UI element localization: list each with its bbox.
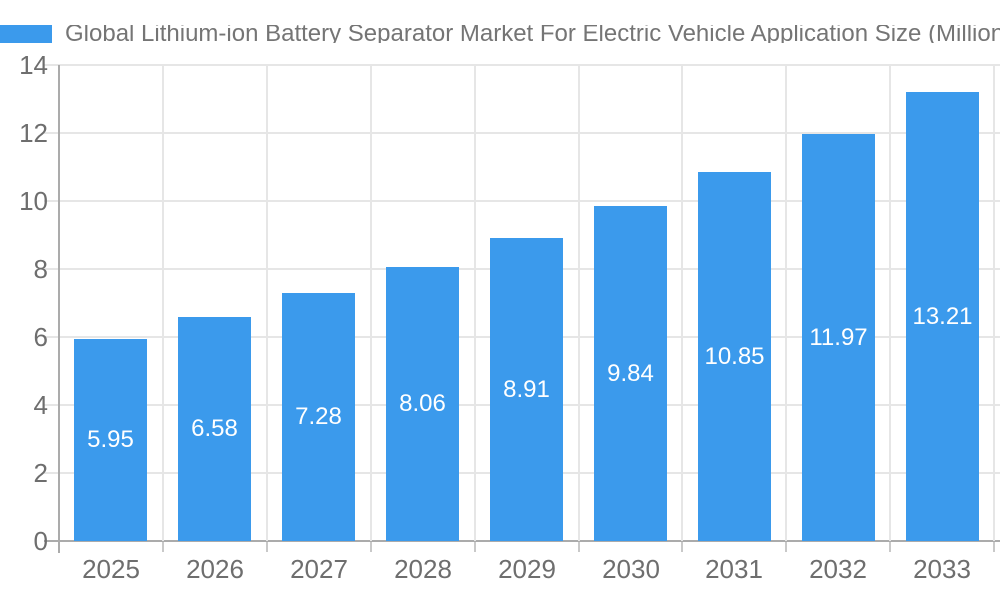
- bar-2025[interactable]: [74, 339, 147, 541]
- y-tick-6: [44, 336, 59, 338]
- x-axis-label-2033: 2033: [913, 554, 971, 584]
- x-tick: [162, 542, 164, 552]
- legend-label: Global Lithium-ion Battery Separator Mar…: [65, 25, 1000, 43]
- bar-value-label: 8.06: [399, 390, 446, 417]
- bar-2033[interactable]: [906, 92, 979, 541]
- x-axis-label-2031: 2031: [705, 554, 763, 584]
- x-axis-label-2028: 2028: [394, 554, 452, 584]
- gridline-x: [993, 65, 995, 541]
- gridline-x: [266, 65, 268, 541]
- x-tick: [785, 542, 787, 552]
- x-tick: [578, 542, 580, 552]
- gridline-x: [785, 65, 787, 541]
- x-axis-label-2030: 2030: [602, 554, 660, 584]
- y-axis-label: 10: [19, 186, 48, 216]
- y-axis-label: 8: [33, 254, 48, 284]
- x-axis-label-2027: 2027: [290, 554, 348, 584]
- y-axis-line: [58, 65, 60, 553]
- bar-2026[interactable]: [178, 317, 251, 541]
- x-tick: [993, 542, 995, 552]
- gridline-x: [578, 65, 580, 541]
- x-tick: [474, 542, 476, 552]
- y-tick-10: [44, 200, 59, 202]
- bar-value-label: 13.21: [912, 303, 973, 330]
- bar-2027[interactable]: [282, 293, 355, 541]
- bar-value-label: 11.97: [809, 324, 868, 351]
- x-tick: [681, 542, 683, 552]
- gridline-y-0: [59, 540, 1000, 542]
- bar-value-label: 5.95: [87, 426, 134, 453]
- y-axis-label: 4: [33, 390, 48, 420]
- bar-value-label: 6.58: [191, 415, 238, 442]
- bar-value-label: 10.85: [704, 343, 765, 370]
- gridline-x: [162, 65, 164, 541]
- y-tick-12: [44, 132, 59, 134]
- x-axis-label-2025: 2025: [82, 554, 140, 584]
- y-tick-2: [44, 472, 59, 474]
- gridline-y-14: [59, 64, 1000, 66]
- bar-value-label: 9.84: [607, 360, 654, 387]
- y-axis-label: 0: [33, 526, 48, 556]
- bar-2029[interactable]: [490, 238, 563, 541]
- x-axis-label-2029: 2029: [498, 554, 556, 584]
- y-axis-label: 14: [19, 50, 48, 80]
- x-tick: [370, 542, 372, 552]
- x-tick: [266, 542, 268, 552]
- y-axis-label: 12: [19, 118, 48, 148]
- y-axis-label: 6: [33, 322, 48, 352]
- gridline-x: [474, 65, 476, 541]
- y-axis-label: 2: [33, 458, 48, 488]
- bar-2028[interactable]: [386, 267, 459, 541]
- bar-value-label: 7.28: [295, 403, 342, 430]
- x-tick: [889, 542, 891, 552]
- x-axis-label-2026: 2026: [186, 554, 244, 584]
- bar-2031[interactable]: [698, 172, 771, 541]
- gridline-x: [889, 65, 891, 541]
- gridline-y-12: [59, 132, 1000, 134]
- y-tick-8: [44, 268, 59, 270]
- gridline-y-10: [59, 200, 1000, 202]
- x-axis-label-2032: 2032: [809, 554, 867, 584]
- bar-2030[interactable]: [594, 206, 667, 541]
- y-tick-14: [44, 64, 59, 66]
- chart-legend[interactable]: Global Lithium-ion Battery Separator Mar…: [0, 25, 1000, 43]
- gridline-x: [681, 65, 683, 541]
- legend-swatch: [0, 25, 52, 43]
- bar-value-label: 8.91: [503, 376, 550, 403]
- y-tick-4: [44, 404, 59, 406]
- bar-2032[interactable]: [802, 134, 875, 541]
- gridline-x: [370, 65, 372, 541]
- y-tick-0: [44, 540, 59, 542]
